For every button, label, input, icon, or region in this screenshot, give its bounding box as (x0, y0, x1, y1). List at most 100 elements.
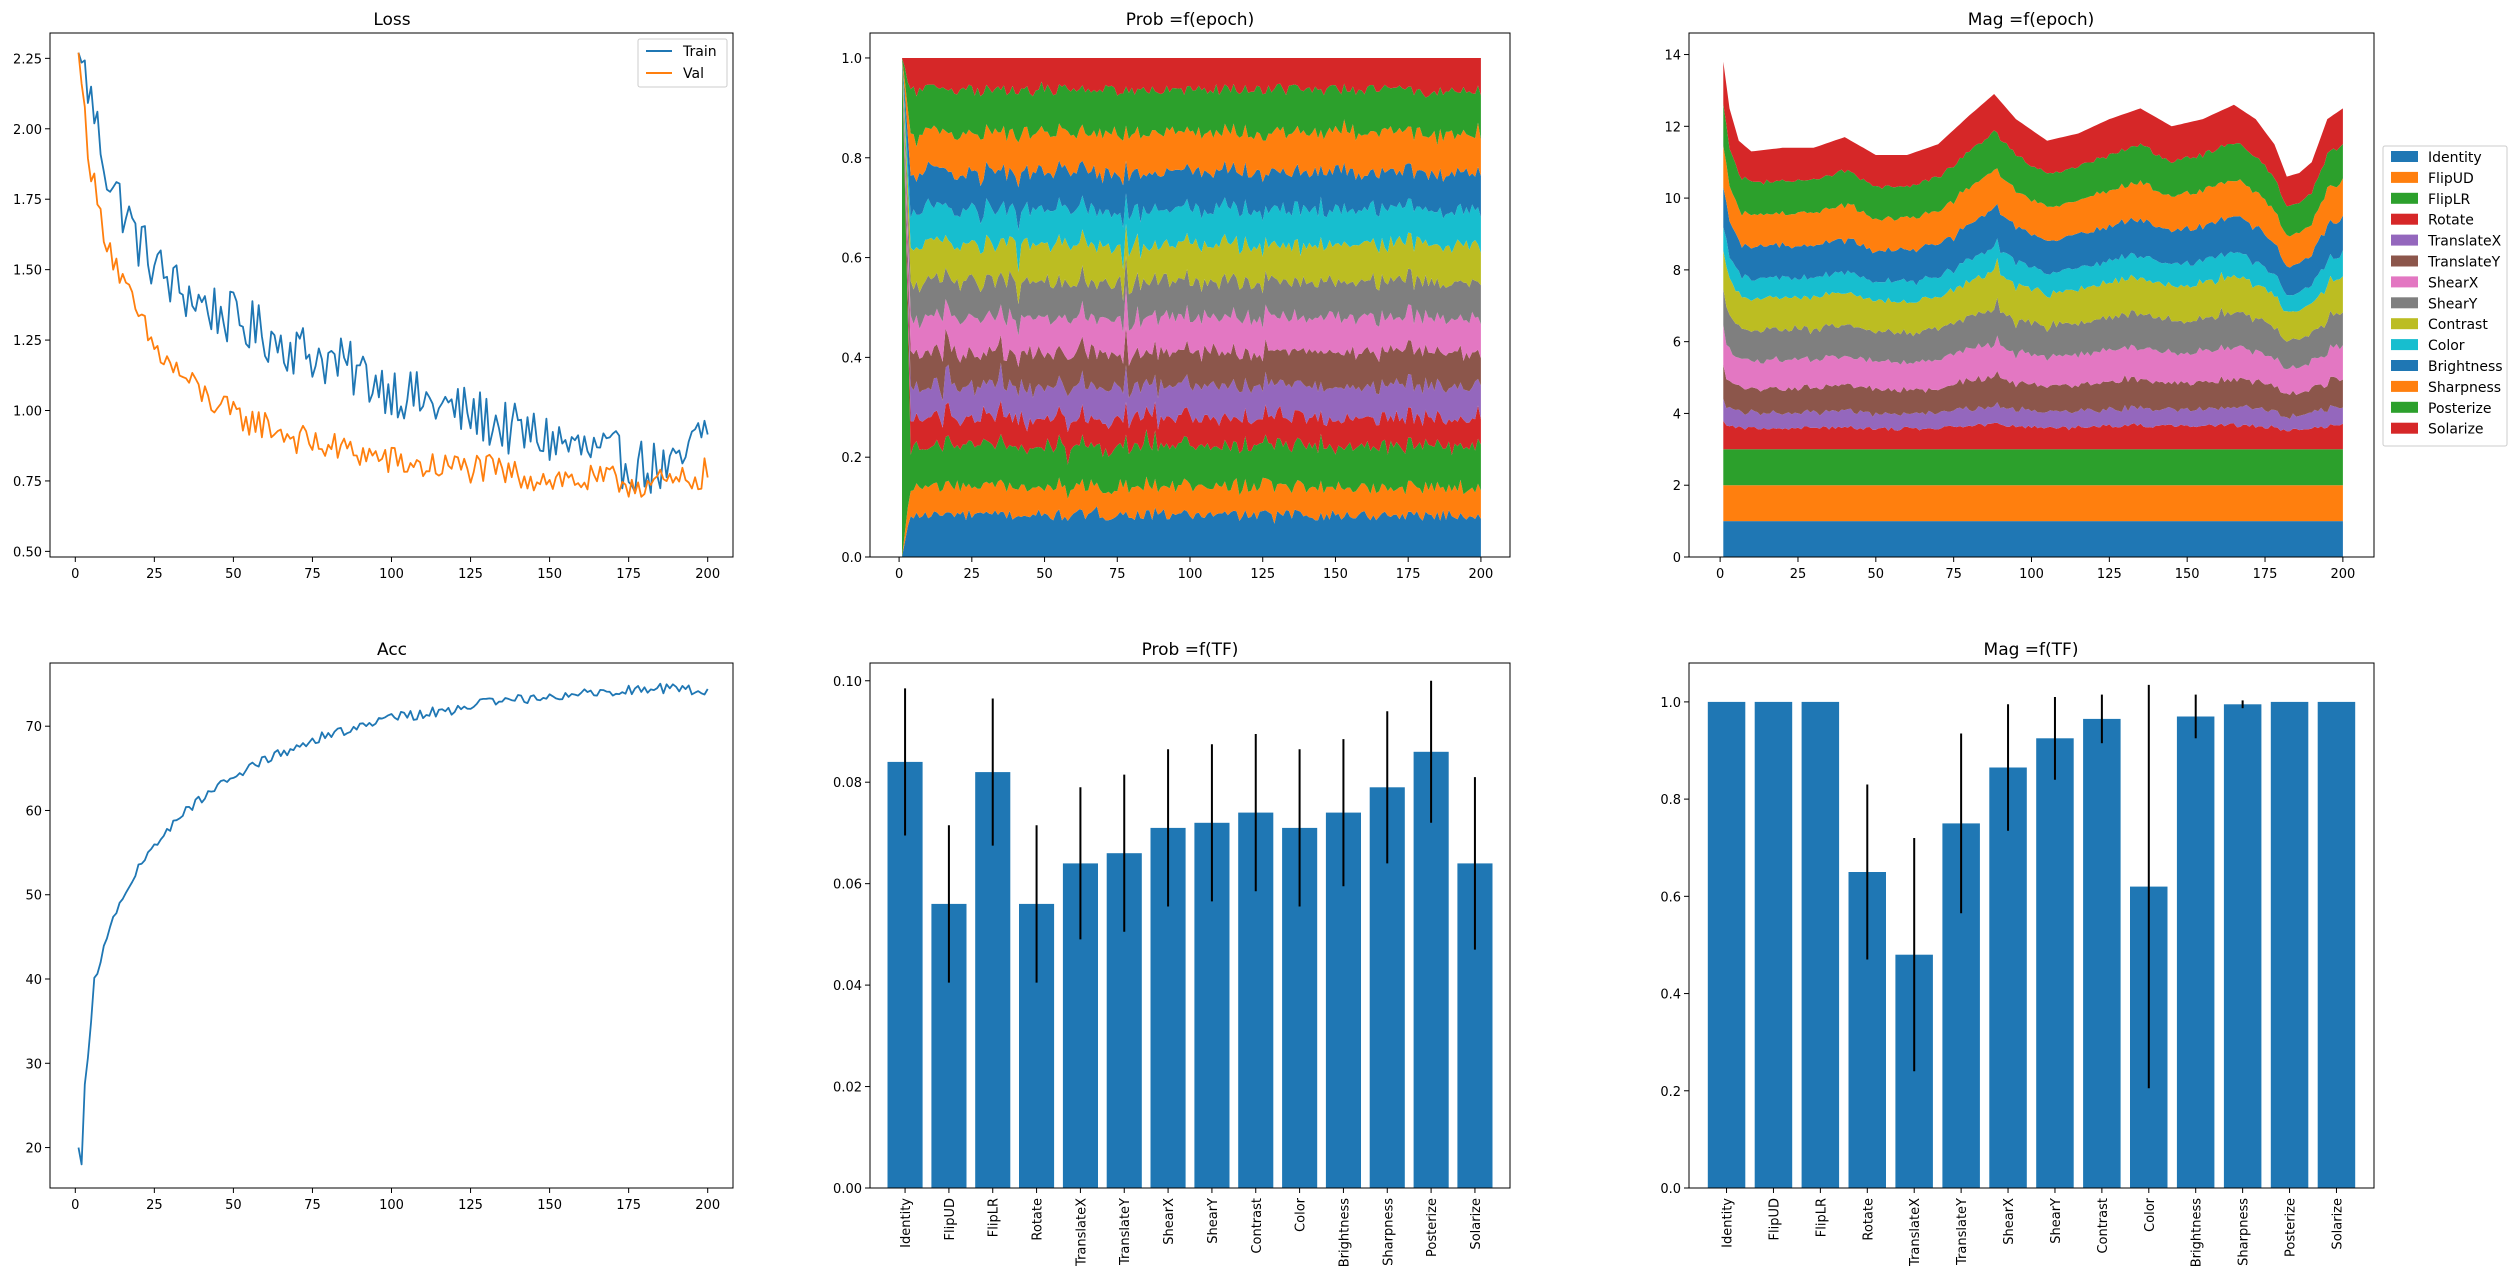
area-solarize (902, 58, 1481, 98)
mag_tf-xtick-label: Solarize (2331, 1198, 2346, 1250)
area-contrast (902, 58, 1481, 305)
prob_epoch-xtick-label: 150 (1323, 567, 1348, 582)
area-fliplr (1723, 449, 2343, 486)
prob_epoch-ytick-label: 0.2 (841, 451, 862, 466)
prob_tf-xtick-label: Sharpness (1381, 1198, 1396, 1266)
mag_tf-xtick-label: Contrast (2096, 1198, 2111, 1254)
mag_epoch-ytick-label: 6 (1673, 336, 1681, 351)
loss-xtick-label: 75 (304, 567, 321, 582)
mag_tf-xtick-label: ShearX (2002, 1198, 2017, 1245)
bar-contrast (2083, 718, 2121, 1188)
mag_tf-xtick-label: Sharpness (2237, 1198, 2252, 1266)
legend-label-shearx: ShearX (2428, 275, 2479, 291)
area-sheary (1723, 288, 2343, 370)
area-translatex (1723, 398, 2343, 432)
area-solarize (1723, 61, 2343, 207)
mag_epoch-xtick-label: 50 (1868, 567, 1885, 582)
mag-tf-chart: Mag =f(TF) Identity FlipUD FlipLR Rotate Tra… (1660, 640, 2375, 1267)
legend-label-sheary: ShearY (2428, 296, 2478, 312)
loss-ytick-label: 1.75 (13, 193, 42, 208)
legend-label-solarize: Solarize (2428, 422, 2484, 438)
area-shearx (1723, 325, 2343, 395)
area-translatey (902, 58, 1481, 401)
area-translatey (1723, 364, 2343, 419)
legend-label-posterize: Posterize (2428, 401, 2492, 417)
prob_tf-ytick-label: 0.08 (833, 776, 862, 791)
acc-ytick-label: 50 (25, 889, 42, 904)
mag_tf-ytick-label: 0.6 (1660, 890, 1681, 905)
prob_epoch-ytick-label: 0.4 (841, 351, 862, 366)
area-rotate (1723, 420, 2343, 450)
prob_tf-xtick-label: TranslateX (1074, 1198, 1089, 1267)
area-shearx (902, 58, 1481, 367)
mag-tf-frame (1688, 662, 2375, 1189)
mag_tf-ytick-label: 1.0 (1660, 696, 1681, 711)
prob_tf-xtick-label: TranslateY (1118, 1198, 1133, 1266)
prob_epoch-xtick-label: 50 (1036, 567, 1053, 582)
legend-swatch-contrast (2391, 318, 2418, 330)
mag-epoch-legend: Identity FlipUD FlipLR Rotate TranslateX Tran… (2382, 145, 2508, 447)
mag_epoch-xtick-label: 75 (1945, 567, 1962, 582)
area-fliplr (902, 58, 1481, 557)
area-flipud (1723, 485, 2343, 522)
legend-label-fliplr: FlipLR (2428, 192, 2471, 208)
loss-title: Loss (373, 10, 410, 30)
area-color (902, 58, 1481, 273)
bar-flipud (1754, 701, 1793, 1188)
loss-ytick-label: 1.50 (13, 264, 42, 279)
series-line-acc (77, 682, 709, 1166)
acc-xtick-label: 50 (225, 1198, 242, 1213)
mag_epoch-ytick-label: 10 (1664, 192, 1681, 207)
prob_epoch-xtick-label: 125 (1250, 567, 1275, 582)
area-contrast (1723, 250, 2343, 342)
acc-title: Acc (377, 640, 407, 660)
bar-brightness (2176, 716, 2215, 1188)
mag-tf-title: Mag =f(TF) (1984, 640, 2079, 660)
legend-label-color: Color (2428, 338, 2465, 354)
prob_epoch-ytick-label: 1.0 (841, 52, 862, 67)
legend-swatch-identity (2391, 151, 2418, 162)
mag_tf-xtick-label: TranslateY (1955, 1198, 1970, 1266)
mag_tf-xtick-label: Identity (1721, 1198, 1736, 1248)
area-color (1723, 227, 2343, 312)
legend-label-rotate: Rotate (2428, 213, 2474, 229)
loss-ytick-label: 1.25 (13, 334, 42, 349)
prob_epoch-xtick-label: 100 (1178, 567, 1203, 582)
prob_tf-ytick-label: 0.04 (833, 979, 862, 994)
bar-sheary (2036, 738, 2074, 1188)
legend-swatch-flipud (2391, 171, 2418, 183)
area-identity (902, 506, 1481, 557)
mag_tf-xtick-label: Brightness (2190, 1198, 2205, 1267)
mag_epoch-ytick-label: 12 (1664, 120, 1681, 135)
legend-label-translatex: TranslateX (2427, 234, 2502, 250)
loss-ytick-label: 0.75 (13, 475, 42, 490)
prob_epoch-ytick-label: 0.0 (841, 551, 862, 566)
loss-xtick-label: 150 (537, 567, 562, 582)
legend-swatch-brightness (2391, 360, 2418, 371)
prob_tf-xtick-label: Brightness (1337, 1198, 1352, 1267)
legend-swatch-translatey (2391, 255, 2418, 267)
bar-posterize (1413, 751, 1449, 1188)
loss-legend: Train Val (637, 38, 728, 88)
acc-xtick-label: 0 (71, 1198, 79, 1213)
loss-chart: Loss 0 25 50 75 100 125 150 175 200 0.50 0.75 1.00 1… (13, 10, 734, 582)
area-posterize (1723, 104, 2343, 237)
series-line-val (77, 52, 709, 498)
acc-xtick-label: 200 (695, 1198, 720, 1213)
mag_tf-xtick-label: ShearY (2049, 1198, 2064, 1244)
bar-shearx (1989, 767, 2027, 1188)
legend-label-brightness: Brightness (2428, 359, 2503, 375)
loss-ytick-label: 1.00 (13, 405, 42, 420)
prob_tf-ytick-label: 0.06 (833, 878, 862, 893)
acc-xtick-label: 75 (304, 1198, 321, 1213)
acc-xtick-label: 125 (458, 1198, 483, 1213)
area-identity (1723, 521, 2343, 557)
mag_epoch-xtick-label: 200 (2330, 567, 2355, 582)
acc-xtick-label: 25 (146, 1198, 163, 1213)
bar-sharpness (2223, 704, 2262, 1188)
bar-fliplr (1801, 701, 1840, 1188)
acc-ytick-label: 40 (25, 973, 42, 988)
bar-solarize (2317, 701, 2356, 1188)
mag_tf-xtick-label: Color (2143, 1197, 2158, 1232)
